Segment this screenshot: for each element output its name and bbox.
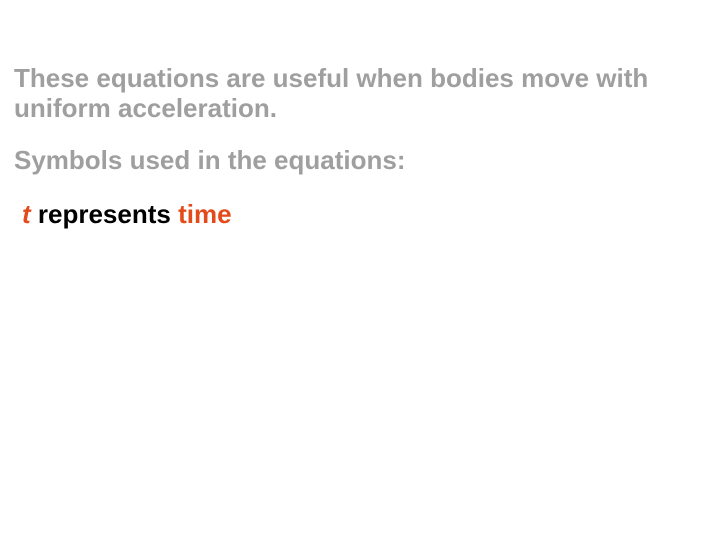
intro-text: These equations are useful when bodies m… — [14, 64, 706, 124]
symbol-definition: t represents time — [14, 200, 706, 230]
symbol-letter: t — [22, 199, 31, 229]
represents-word: represents — [31, 199, 178, 229]
slide: These equations are useful when bodies m… — [0, 0, 720, 540]
subhead-text: Symbols used in the equations: — [14, 146, 706, 176]
symbol-term: time — [178, 199, 231, 229]
